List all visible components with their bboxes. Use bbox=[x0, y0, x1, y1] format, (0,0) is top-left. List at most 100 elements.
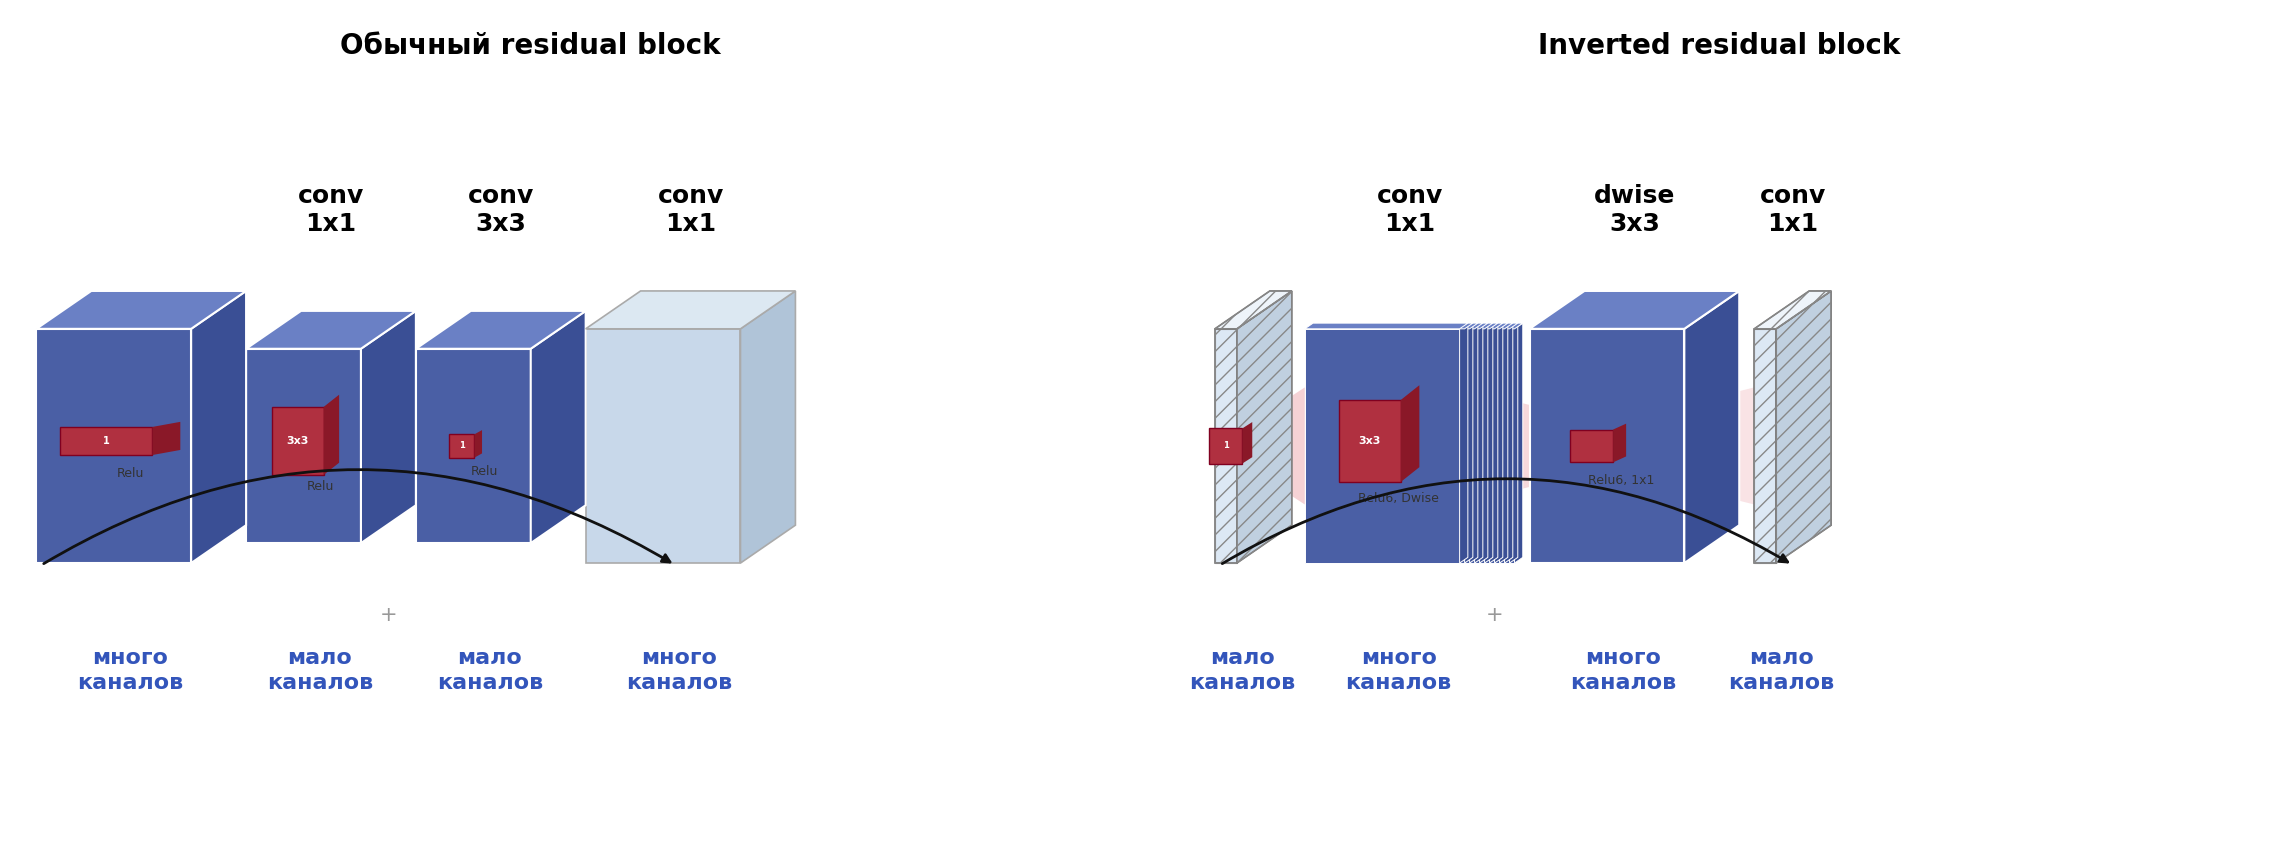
Polygon shape bbox=[361, 311, 416, 543]
Text: Relu6, Dwise: Relu6, Dwise bbox=[1359, 492, 1438, 506]
Polygon shape bbox=[1613, 424, 1627, 462]
Text: мало
каналов: мало каналов bbox=[1188, 648, 1295, 693]
Polygon shape bbox=[1459, 388, 1529, 504]
Polygon shape bbox=[1329, 324, 1493, 329]
Polygon shape bbox=[1684, 388, 1754, 504]
Polygon shape bbox=[416, 311, 586, 348]
Text: много
каналов: много каналов bbox=[627, 648, 732, 693]
Polygon shape bbox=[1470, 324, 1477, 563]
Polygon shape bbox=[361, 397, 416, 495]
Polygon shape bbox=[1529, 291, 1740, 329]
Polygon shape bbox=[532, 388, 586, 504]
Text: много
каналов: много каналов bbox=[1570, 648, 1677, 693]
Polygon shape bbox=[1350, 329, 1504, 563]
Text: conv
1x1: conv 1x1 bbox=[657, 184, 725, 236]
Polygon shape bbox=[1325, 324, 1488, 329]
Text: conv
1x1: conv 1x1 bbox=[1377, 184, 1443, 236]
Text: много
каналов: много каналов bbox=[77, 648, 184, 693]
Polygon shape bbox=[1334, 329, 1490, 563]
Polygon shape bbox=[1304, 324, 1468, 329]
Text: Inverted residual block: Inverted residual block bbox=[1538, 33, 1899, 60]
Bar bbox=[450, 434, 475, 458]
Polygon shape bbox=[416, 348, 532, 543]
Text: +: + bbox=[379, 605, 398, 625]
Polygon shape bbox=[1325, 329, 1479, 563]
Polygon shape bbox=[191, 291, 245, 563]
Polygon shape bbox=[586, 291, 795, 329]
Polygon shape bbox=[1359, 329, 1515, 563]
Polygon shape bbox=[1515, 324, 1522, 563]
Text: Relu: Relu bbox=[470, 466, 498, 479]
Polygon shape bbox=[1504, 324, 1513, 563]
Polygon shape bbox=[36, 291, 245, 329]
Text: conv
3x3: conv 3x3 bbox=[468, 184, 534, 236]
Polygon shape bbox=[1475, 324, 1484, 563]
Polygon shape bbox=[1402, 385, 1420, 482]
Polygon shape bbox=[1345, 324, 1509, 329]
Polygon shape bbox=[1459, 324, 1468, 563]
Polygon shape bbox=[1754, 329, 1777, 563]
Bar bbox=[1570, 430, 1613, 462]
Polygon shape bbox=[586, 329, 741, 563]
Text: 1: 1 bbox=[1222, 442, 1229, 450]
Polygon shape bbox=[1216, 291, 1293, 329]
Bar bbox=[1209, 428, 1243, 463]
Polygon shape bbox=[1320, 324, 1484, 329]
Polygon shape bbox=[532, 311, 586, 543]
Polygon shape bbox=[245, 311, 416, 348]
Text: dwise
3x3: dwise 3x3 bbox=[1593, 184, 1674, 236]
Polygon shape bbox=[1320, 329, 1475, 563]
Polygon shape bbox=[1684, 291, 1740, 563]
Polygon shape bbox=[323, 395, 339, 475]
Polygon shape bbox=[475, 430, 482, 458]
Text: 1: 1 bbox=[102, 436, 109, 446]
Polygon shape bbox=[1529, 329, 1684, 563]
Polygon shape bbox=[1465, 324, 1472, 563]
Text: мало
каналов: мало каналов bbox=[266, 648, 373, 693]
Text: 1: 1 bbox=[459, 442, 466, 450]
Polygon shape bbox=[1509, 324, 1518, 563]
Text: 3x3: 3x3 bbox=[286, 436, 309, 446]
Text: много
каналов: много каналов bbox=[1345, 648, 1452, 693]
Polygon shape bbox=[1304, 329, 1459, 563]
Polygon shape bbox=[1334, 324, 1497, 329]
Polygon shape bbox=[1359, 324, 1522, 329]
Bar bbox=[1338, 400, 1402, 482]
Polygon shape bbox=[36, 329, 191, 563]
Polygon shape bbox=[1495, 324, 1502, 563]
Polygon shape bbox=[1777, 291, 1831, 563]
Polygon shape bbox=[741, 291, 795, 563]
Polygon shape bbox=[1236, 388, 1304, 504]
Polygon shape bbox=[1329, 329, 1484, 563]
Polygon shape bbox=[152, 422, 179, 455]
Text: Relu: Relu bbox=[307, 480, 334, 493]
Polygon shape bbox=[1315, 329, 1470, 563]
Polygon shape bbox=[1354, 324, 1518, 329]
Polygon shape bbox=[1340, 324, 1502, 329]
Text: 3x3: 3x3 bbox=[1359, 436, 1381, 446]
Polygon shape bbox=[1315, 324, 1477, 329]
Text: Обычный residual block: Обычный residual block bbox=[341, 33, 720, 60]
Text: conv
1x1: conv 1x1 bbox=[1759, 184, 1827, 236]
Text: мало
каналов: мало каналов bbox=[436, 648, 543, 693]
Bar bbox=[273, 407, 323, 475]
Text: Relu: Relu bbox=[116, 467, 143, 479]
Polygon shape bbox=[1309, 329, 1465, 563]
Text: +: + bbox=[1486, 605, 1504, 625]
Polygon shape bbox=[1354, 329, 1509, 563]
Polygon shape bbox=[1490, 324, 1497, 563]
Polygon shape bbox=[1500, 324, 1509, 563]
Polygon shape bbox=[1340, 329, 1495, 563]
Polygon shape bbox=[1484, 324, 1493, 563]
Polygon shape bbox=[1754, 291, 1831, 329]
Polygon shape bbox=[245, 348, 361, 543]
Polygon shape bbox=[191, 397, 245, 495]
Polygon shape bbox=[1236, 291, 1293, 563]
Polygon shape bbox=[1350, 324, 1513, 329]
Text: conv
1x1: conv 1x1 bbox=[298, 184, 364, 236]
Polygon shape bbox=[1345, 329, 1500, 563]
Polygon shape bbox=[1309, 324, 1472, 329]
Text: Relu6, 1x1: Relu6, 1x1 bbox=[1588, 474, 1654, 487]
Polygon shape bbox=[1479, 324, 1488, 563]
Bar bbox=[59, 427, 152, 455]
